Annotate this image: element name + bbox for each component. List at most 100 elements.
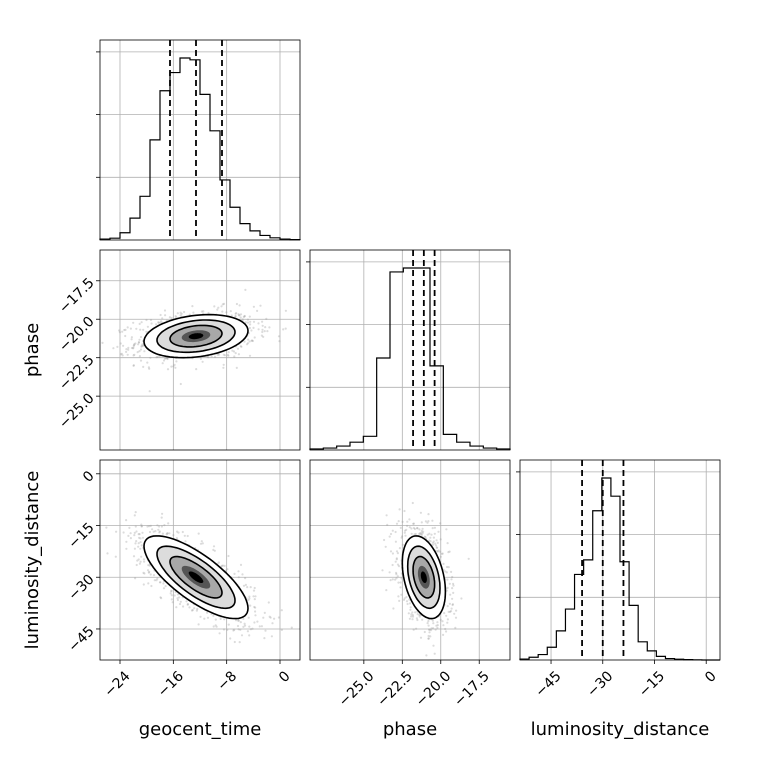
sample-point xyxy=(432,622,435,625)
sample-point xyxy=(433,652,436,655)
sample-point xyxy=(147,582,150,585)
sample-point xyxy=(389,550,393,553)
sample-point xyxy=(160,597,163,600)
sample-point xyxy=(130,346,133,350)
sample-point xyxy=(149,318,153,322)
sample-point xyxy=(448,550,451,553)
sample-point xyxy=(127,348,130,351)
sample-point xyxy=(397,595,400,598)
sample-point xyxy=(238,304,241,307)
sample-point xyxy=(226,568,229,571)
sample-point xyxy=(264,326,267,329)
sample-point xyxy=(214,624,217,627)
sample-point xyxy=(394,560,397,563)
sample-point xyxy=(451,575,454,579)
sample-point xyxy=(271,622,274,625)
panel-frame xyxy=(99,249,301,451)
sample-point xyxy=(256,620,259,623)
sample-point xyxy=(436,550,439,553)
sample-point xyxy=(140,544,143,547)
contour-line-0 xyxy=(401,535,447,620)
x-axis-label-phase: phase xyxy=(383,719,437,740)
sample-point xyxy=(112,347,115,350)
sample-point xyxy=(446,605,449,608)
sample-point xyxy=(252,595,255,598)
sample-point xyxy=(186,534,189,538)
sample-point xyxy=(148,367,151,370)
sample-point xyxy=(253,336,256,339)
sample-point xyxy=(140,525,143,528)
sample-point xyxy=(439,550,442,553)
sample-point xyxy=(439,538,442,541)
sample-point xyxy=(138,350,141,353)
sample-point xyxy=(421,527,424,530)
sample-point xyxy=(114,555,117,558)
sample-point xyxy=(412,628,415,631)
sample-point xyxy=(415,627,418,630)
sample-point xyxy=(416,527,419,530)
sample-point xyxy=(207,356,210,359)
sample-point xyxy=(132,364,135,367)
sample-point xyxy=(400,577,403,580)
sample-point xyxy=(388,535,391,538)
sample-point xyxy=(127,534,130,538)
sample-point xyxy=(241,573,244,576)
y-tick-label-luminosity_distance-2: −15 xyxy=(65,520,97,552)
sample-point xyxy=(430,533,433,536)
hist-panel-phase xyxy=(306,249,511,451)
sample-point xyxy=(254,595,257,598)
sample-point xyxy=(414,611,417,614)
sample-point xyxy=(132,346,135,349)
sample-point xyxy=(166,357,169,361)
sample-point xyxy=(138,322,141,325)
sample-point xyxy=(263,637,266,640)
histogram-luminosity_distance xyxy=(519,477,720,661)
sample-point xyxy=(186,603,189,606)
sample-point xyxy=(139,348,143,351)
sample-point xyxy=(139,359,143,362)
sample-point xyxy=(451,603,454,607)
sample-point xyxy=(161,317,164,320)
sample-point xyxy=(170,590,173,593)
sample-point xyxy=(423,630,426,634)
sample-point xyxy=(418,615,421,618)
sample-point xyxy=(150,322,153,325)
sample-point xyxy=(159,596,162,599)
sample-point xyxy=(124,334,127,338)
sample-point xyxy=(452,584,455,587)
sample-point xyxy=(407,612,410,615)
sample-point xyxy=(132,555,136,558)
sample-point xyxy=(160,320,163,323)
contour-line-1 xyxy=(156,545,236,610)
sample-point xyxy=(394,540,397,543)
sample-point xyxy=(179,382,182,386)
sample-point xyxy=(234,314,237,318)
sample-point xyxy=(403,531,406,534)
sample-point xyxy=(246,318,249,321)
sample-point xyxy=(243,315,246,318)
sample-point xyxy=(249,628,252,631)
sample-point xyxy=(452,582,455,586)
sample-point xyxy=(239,313,243,316)
sample-point xyxy=(273,617,276,620)
sample-point xyxy=(398,547,401,550)
sample-point xyxy=(261,324,264,327)
sample-point xyxy=(158,355,161,358)
contour-line-1 xyxy=(406,545,441,610)
sample-point xyxy=(445,630,448,633)
sample-point xyxy=(222,366,225,369)
sample-point xyxy=(421,532,424,535)
sample-point xyxy=(197,623,200,626)
sample-point xyxy=(223,354,227,357)
sample-point xyxy=(404,534,407,537)
sample-point xyxy=(391,578,394,581)
sample-point xyxy=(429,536,432,539)
sample-point xyxy=(137,533,140,536)
sample-point xyxy=(270,635,273,638)
sample-point xyxy=(164,314,167,317)
sample-point xyxy=(423,535,426,538)
sample-point xyxy=(160,516,163,519)
scatter-panel-luminosity_distance-vs-phase xyxy=(309,459,511,661)
sample-point xyxy=(128,526,131,530)
